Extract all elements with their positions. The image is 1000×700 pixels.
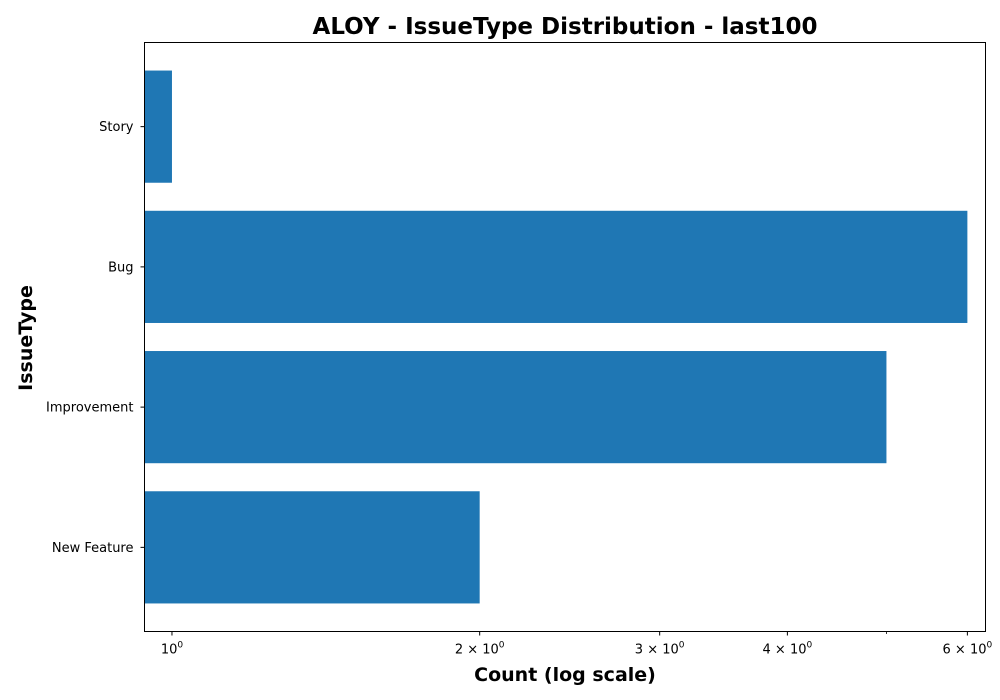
x-tick-label: 2 × 100: [455, 641, 505, 658]
chart-title: ALOY - IssueType Distribution - last100: [313, 14, 818, 40]
x-tick-label: 100: [161, 641, 184, 658]
y-axis-ticks: Story Bug Improvement New Feature: [46, 120, 144, 556]
x-axis-label: Count (log scale): [474, 664, 656, 686]
y-axis-label: IssueType: [15, 285, 37, 391]
bars: [145, 71, 968, 604]
bar-story: [145, 71, 172, 183]
x-tick-label: 6 × 100: [943, 641, 993, 658]
bar-improvement: [145, 351, 887, 463]
y-tick-label: New Feature: [52, 541, 134, 556]
bar-new-feature: [145, 491, 480, 603]
x-axis-ticks: 100 2 × 100 3 × 100 4 × 100 6 × 100: [161, 632, 993, 658]
y-tick-label: Story: [99, 120, 134, 135]
x-tick-label: 3 × 100: [635, 641, 685, 658]
bar-bug: [145, 211, 968, 323]
y-tick-label: Improvement: [46, 401, 133, 416]
x-tick-label: 4 × 100: [763, 641, 813, 658]
y-tick-label: Bug: [108, 260, 133, 275]
